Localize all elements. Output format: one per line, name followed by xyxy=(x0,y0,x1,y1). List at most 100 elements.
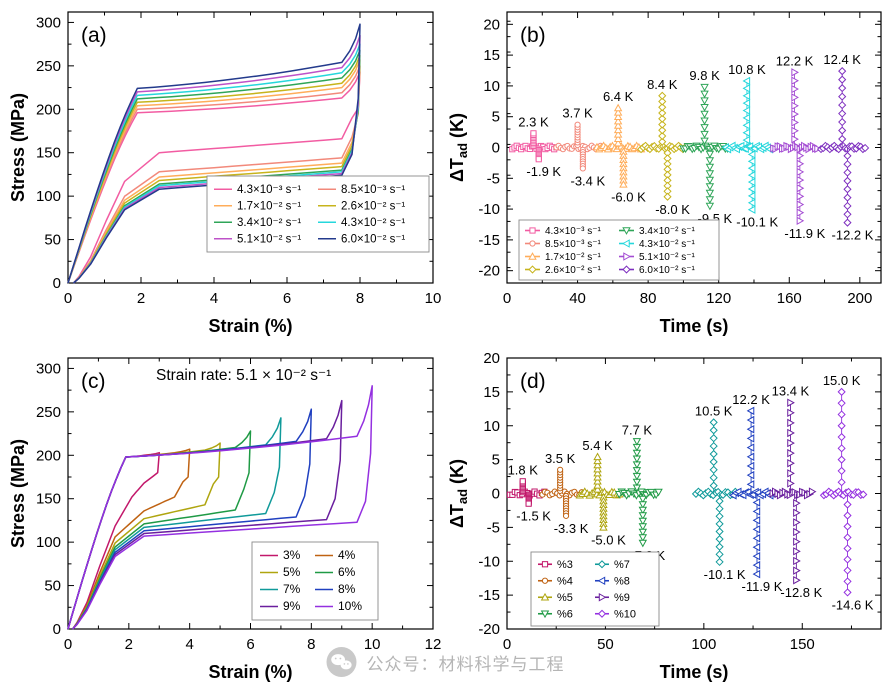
svg-text:5%: 5% xyxy=(283,565,301,579)
svg-text:6.0×10⁻² s⁻¹: 6.0×10⁻² s⁻¹ xyxy=(341,233,405,245)
svg-text:-5: -5 xyxy=(487,170,500,187)
svg-text:-15: -15 xyxy=(478,587,500,604)
x-axis-title: Strain (%) xyxy=(208,316,292,336)
trough-value-label: -5.0 K xyxy=(591,532,626,547)
tick-labels: 0 40 80 120 160 200 -20 -15 -10 -5 0 5 10 15 20 xyxy=(478,16,872,307)
svg-text:150: 150 xyxy=(790,636,815,653)
series-%7 xyxy=(691,418,740,567)
trough-value-label: -14.6 K xyxy=(832,597,874,612)
panel-label: (c) xyxy=(81,370,106,393)
chart-panel-d: 0 50 100 150 -20 -15 -10 -5 0 5 10 15 20 Time (s) ΔTad… xyxy=(447,350,882,682)
peak-value-label: 13.4 K xyxy=(772,384,810,399)
svg-text:5: 5 xyxy=(492,452,500,469)
peak-value-label: 6.4 K xyxy=(603,89,634,104)
svg-text:15: 15 xyxy=(483,384,500,401)
svg-text:2: 2 xyxy=(125,636,133,653)
svg-text:%6: %6 xyxy=(557,608,573,620)
peak-value-label: 5.4 K xyxy=(582,438,613,453)
y-axis-title: Stress (MPa) xyxy=(8,439,28,548)
svg-text:10%: 10% xyxy=(338,599,362,613)
trough-value-label: -11.9 K xyxy=(784,226,825,241)
svg-text:4.3×10⁻³ s⁻¹: 4.3×10⁻³ s⁻¹ xyxy=(545,226,602,237)
panel-label: (d) xyxy=(520,370,546,393)
series-5.1×10⁻² s⁻¹ xyxy=(770,68,822,226)
series-2.6×10⁻² s⁻¹ xyxy=(67,54,361,284)
trough-value-label: -1.9 K xyxy=(526,164,561,179)
svg-text:%8: %8 xyxy=(614,575,630,587)
svg-text:3%: 3% xyxy=(283,548,301,562)
svg-text:%7: %7 xyxy=(614,559,630,571)
svg-text:2.6×10⁻² s⁻¹: 2.6×10⁻² s⁻¹ xyxy=(341,200,405,212)
y-axis-title: ΔTad (K) xyxy=(447,113,470,182)
series-8.5×10⁻³ s⁻¹ xyxy=(553,121,604,172)
series-4.3×10⁻³ s⁻¹ xyxy=(67,71,361,284)
svg-text:120: 120 xyxy=(706,290,731,307)
svg-text:0: 0 xyxy=(64,636,72,653)
wechat-icon xyxy=(326,647,357,677)
svg-text:6: 6 xyxy=(246,636,254,653)
svg-text:10: 10 xyxy=(483,78,500,95)
svg-text:8: 8 xyxy=(356,290,364,307)
svg-text:200: 200 xyxy=(36,101,61,118)
svg-text:300: 300 xyxy=(36,360,61,377)
svg-text:6: 6 xyxy=(283,290,291,307)
svg-text:8.5×10⁻³ s⁻¹: 8.5×10⁻³ s⁻¹ xyxy=(545,239,602,250)
svg-text:160: 160 xyxy=(777,290,802,307)
svg-text:200: 200 xyxy=(36,447,61,464)
svg-text:0: 0 xyxy=(492,140,500,157)
svg-text:0: 0 xyxy=(53,621,61,638)
svg-text:0: 0 xyxy=(53,275,61,292)
svg-text:80: 80 xyxy=(640,290,657,307)
watermark-text: 公众号：材料科学与工程 xyxy=(366,654,565,674)
chart-panel-b: 0 40 80 120 160 200 -20 -15 -10 -5 0 5 10 15 20 Time (s… xyxy=(447,11,882,336)
peak-value-label: 3.7 K xyxy=(562,106,593,121)
svg-text:1.7×10⁻² s⁻¹: 1.7×10⁻² s⁻¹ xyxy=(545,252,602,263)
series-1.7×10⁻² s⁻¹ xyxy=(67,59,361,284)
series-%6 xyxy=(614,438,663,548)
series-8.5×10⁻³ s⁻¹ xyxy=(67,65,361,284)
svg-text:250: 250 xyxy=(36,58,61,75)
series-4.3×10⁻³ s⁻¹ xyxy=(509,130,560,163)
peak-value-label: 2.3 K xyxy=(518,114,549,129)
axis-ticks xyxy=(506,357,881,630)
axis-ticks xyxy=(506,12,881,284)
svg-text:200: 200 xyxy=(847,290,872,307)
legend: 4.3×10⁻³ s⁻¹ 8.5×10⁻³ s⁻¹ 1.7×10⁻² s⁻¹ 2.6×… xyxy=(206,175,430,253)
series-3.4×10⁻² s⁻¹ xyxy=(679,83,732,211)
svg-text:10: 10 xyxy=(364,636,381,653)
svg-text:5.1×10⁻² s⁻¹: 5.1×10⁻² s⁻¹ xyxy=(237,233,301,245)
peak-value-label: 8.4 K xyxy=(647,77,678,92)
chart-panel-c: 0 2 4 6 8 10 12 0 50 100 150 200 250 300 Strain (%) Str… xyxy=(8,357,441,682)
series-4.3×10⁻² s⁻¹ xyxy=(721,76,774,214)
peak-value-label: 12.2 K xyxy=(776,53,814,68)
series-%9 xyxy=(769,398,817,585)
svg-text:-10: -10 xyxy=(478,553,500,570)
axis-ticks xyxy=(67,12,434,284)
x-axis-title: Time (s) xyxy=(660,316,729,336)
svg-text:4%: 4% xyxy=(338,548,356,562)
trough-value-label: -8.0 K xyxy=(655,202,690,217)
svg-text:%3: %3 xyxy=(557,559,573,571)
svg-text:15: 15 xyxy=(483,47,500,64)
trough-value-label: -1.5 K xyxy=(516,509,551,524)
y-axis-title: ΔTad (K) xyxy=(447,459,470,528)
svg-text:%9: %9 xyxy=(614,592,630,604)
svg-text:40: 40 xyxy=(569,290,586,307)
svg-text:8.5×10⁻³ s⁻¹: 8.5×10⁻³ s⁻¹ xyxy=(341,184,405,196)
trough-value-label: -3.3 K xyxy=(554,521,589,536)
legend: 4.3×10⁻³ s⁻¹ 8.5×10⁻³ s⁻¹ 1.7×10⁻² s⁻¹ 2.6×… xyxy=(518,219,720,281)
svg-text:20: 20 xyxy=(483,350,500,367)
svg-text:0: 0 xyxy=(503,636,511,653)
svg-text:8%: 8% xyxy=(338,582,356,596)
tick-labels: 0 50 100 150 -20 -15 -10 -5 0 5 10 15 20 xyxy=(478,350,814,653)
trough-value-label: -11.9 K xyxy=(742,579,783,594)
svg-text:5.1×10⁻² s⁻¹: 5.1×10⁻² s⁻¹ xyxy=(639,252,696,263)
svg-text:1.7×10⁻² s⁻¹: 1.7×10⁻² s⁻¹ xyxy=(237,200,301,212)
legend: 3% 4% 5% 6% 7% 8% 9% 10% xyxy=(251,541,379,621)
svg-text:10: 10 xyxy=(483,418,500,435)
trough-value-label: -10.1 K xyxy=(736,215,778,230)
svg-text:0: 0 xyxy=(64,290,72,307)
